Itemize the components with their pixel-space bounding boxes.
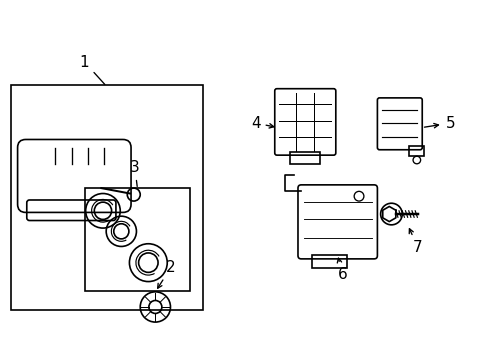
Bar [408,146,424,156]
Bar [11,85,203,310]
Text: 4: 4 [250,116,273,131]
Bar [290,152,320,164]
Text: 6: 6 [337,258,346,282]
Text: 2: 2 [157,260,175,288]
Text: 7: 7 [408,229,422,255]
Bar [311,255,346,268]
Text: 3: 3 [130,160,140,186]
Text: 5: 5 [424,116,454,131]
Text: 1: 1 [80,55,104,85]
Bar [85,188,190,291]
